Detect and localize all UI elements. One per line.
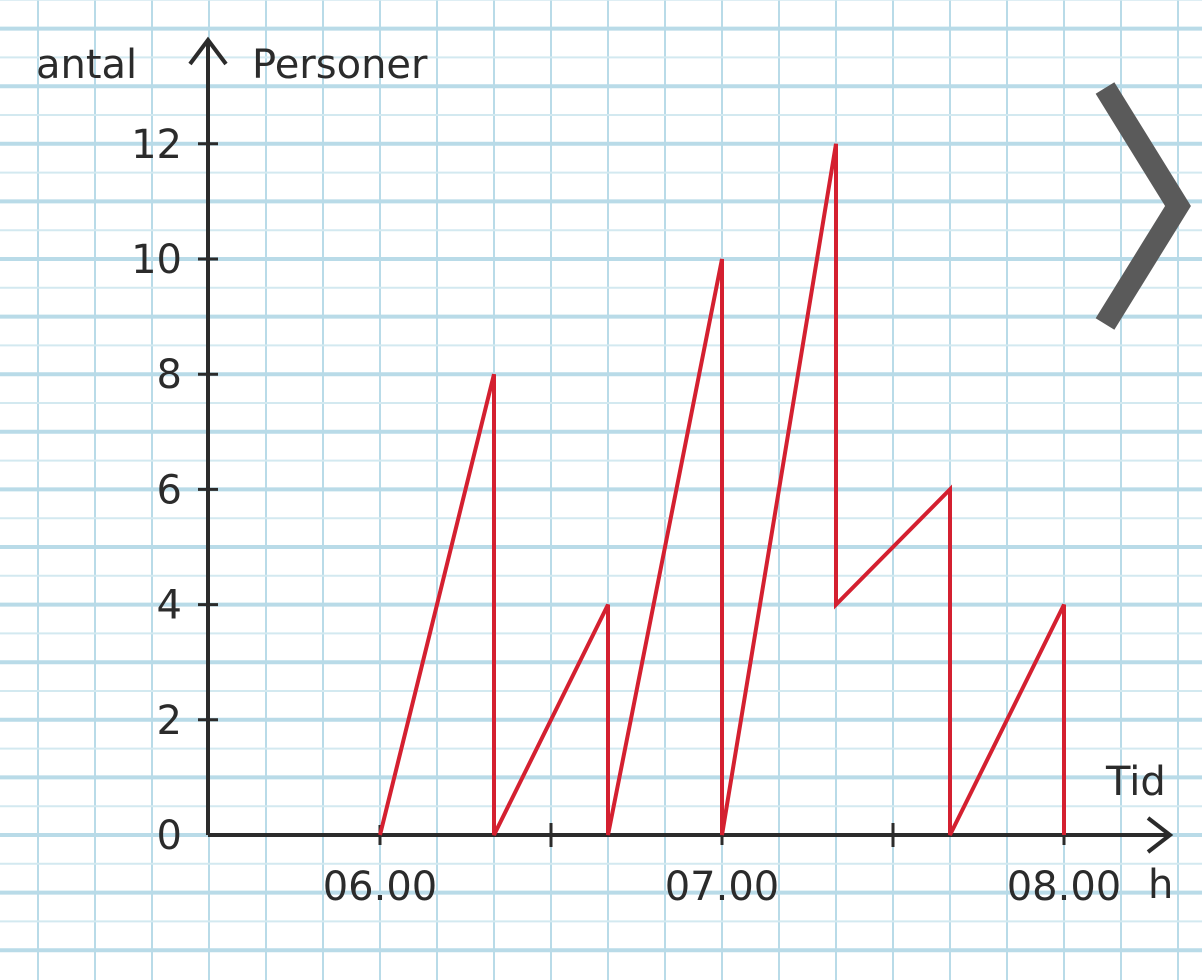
y-tick-label: 6: [157, 467, 182, 513]
y-tick-label: 4: [157, 583, 182, 629]
x-tick-label: 06.00: [323, 864, 438, 910]
y-axis-label-suffix: Personer: [252, 42, 428, 88]
y-tick-label: 2: [157, 698, 182, 744]
series-line: [378, 143, 1066, 836]
x-tick-label: 08.00: [1007, 864, 1122, 910]
x-tick-label: 07.00: [665, 864, 780, 910]
y-tick-label: 12: [131, 122, 182, 168]
x-axis-label: Tid: [1105, 759, 1166, 805]
y-tick-label: 0: [157, 813, 182, 859]
ticks: 0 2 4 6 8 10 12 06.00 07.00 08.00: [131, 122, 1121, 910]
series-layer: [378, 143, 1066, 836]
x-axis-unit: h: [1148, 862, 1173, 908]
y-tick-label: 8: [157, 352, 182, 398]
y-axis-label: antal: [36, 42, 137, 88]
y-tick-label: 10: [131, 237, 182, 283]
x-axis-arrow: [1146, 816, 1174, 854]
axes: [188, 36, 1174, 854]
chevron-right-icon[interactable]: [1095, 82, 1191, 330]
y-axis-arrow: [188, 36, 228, 66]
